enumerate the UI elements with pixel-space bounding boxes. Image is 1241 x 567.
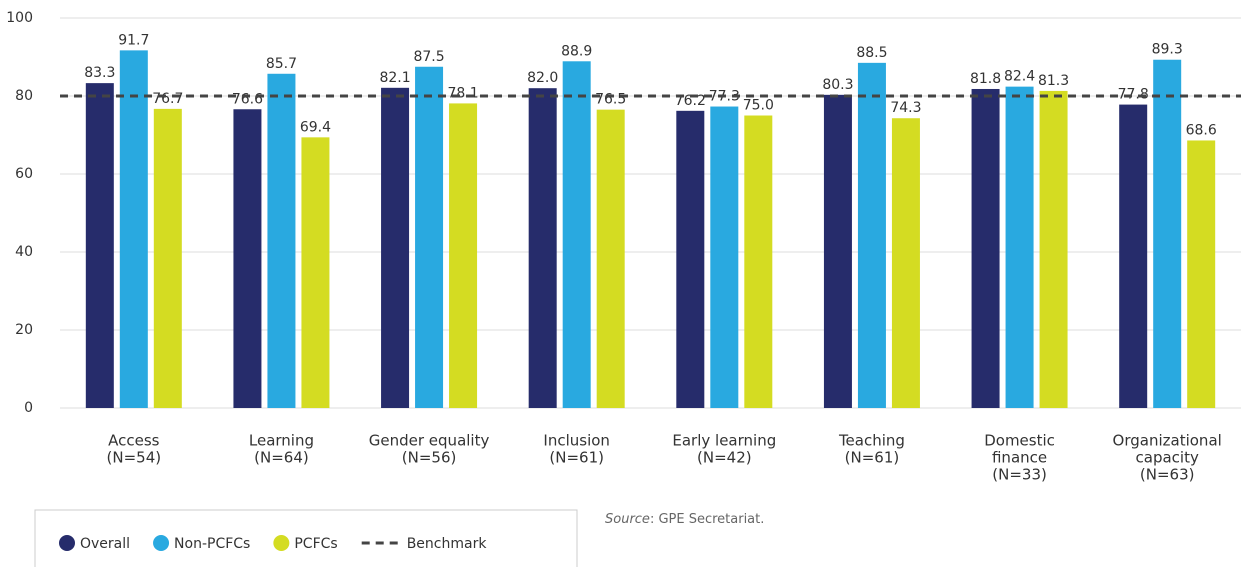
bar [1153, 59, 1182, 408]
x-tick-label: Teaching [838, 432, 905, 450]
bar [710, 106, 739, 408]
bar [676, 110, 705, 408]
value-label: 85.7 [266, 56, 297, 72]
y-tick-label: 60 [15, 166, 33, 182]
x-tick-label: Domestic [984, 432, 1055, 450]
x-tick-label: Gender equality [369, 432, 490, 450]
y-tick-label: 100 [6, 10, 33, 26]
value-label: 89.3 [1152, 42, 1183, 58]
x-tick-label: Inclusion [543, 432, 610, 450]
bar [1119, 104, 1148, 408]
bar [1005, 86, 1034, 408]
legend-label: PCFCs [294, 536, 337, 552]
bar [119, 50, 148, 409]
legend-label: Non-PCFCs [174, 536, 250, 552]
x-tick-label: finance [992, 449, 1047, 467]
value-label: 69.4 [300, 119, 331, 135]
legend-label: Overall [80, 536, 130, 552]
value-label: 68.6 [1186, 122, 1217, 138]
y-tick-label: 20 [15, 322, 33, 338]
value-label: 80.3 [822, 77, 853, 93]
legend-swatch [153, 535, 170, 551]
value-label: 81.8 [970, 71, 1001, 87]
legend-swatch [273, 535, 290, 551]
bar [562, 61, 591, 408]
source-label: Source [605, 512, 650, 527]
legend-swatch [59, 535, 75, 551]
bar [528, 88, 557, 408]
bar [85, 83, 114, 408]
bar [1039, 90, 1068, 409]
value-label: 76.5 [595, 92, 626, 108]
bar [823, 94, 852, 408]
legend-box [34, 509, 578, 567]
x-tick-label: Early learning [672, 432, 776, 450]
x-tick-label: (N=61) [549, 449, 604, 467]
value-label: 76.7 [152, 91, 183, 107]
bar [1187, 140, 1216, 408]
bar [267, 73, 296, 409]
x-tick-label: (N=64) [254, 449, 309, 467]
x-tick-label: (N=33) [992, 466, 1047, 484]
bar [857, 62, 886, 408]
x-tick-label: (N=54) [107, 449, 162, 467]
value-label: 83.3 [84, 65, 115, 81]
bar [301, 137, 330, 408]
bar [415, 66, 444, 408]
bar [153, 108, 182, 409]
bar [233, 109, 262, 408]
bar [596, 109, 625, 409]
value-label: 82.4 [1004, 69, 1035, 85]
bar [381, 87, 410, 408]
bar [891, 118, 920, 408]
value-label: 91.7 [118, 32, 149, 48]
value-label: 77.8 [1118, 87, 1149, 103]
x-tick-label: Access [108, 432, 160, 450]
value-label: 88.9 [561, 43, 592, 59]
bar [449, 103, 478, 408]
value-label: 76.6 [232, 91, 263, 107]
source: Source: GPE Secretariat. [605, 512, 764, 527]
value-label: 81.3 [1038, 73, 1069, 89]
value-label: 74.3 [890, 100, 921, 116]
source-text: : GPE Secretariat. [650, 512, 764, 527]
bar [971, 88, 1000, 408]
x-tick-label: (N=56) [402, 449, 457, 467]
value-label: 82.0 [527, 70, 558, 86]
value-label: 78.1 [447, 85, 478, 101]
x-tick-label: (N=42) [697, 449, 752, 467]
value-label: 75.0 [743, 98, 774, 114]
x-tick-label: capacity [1136, 449, 1199, 467]
x-tick-label: Organizational [1113, 432, 1222, 450]
value-label: 88.5 [856, 45, 887, 61]
x-tick-label: (N=63) [1140, 466, 1195, 484]
legend-label: Benchmark [407, 536, 488, 552]
y-tick-label: 80 [15, 88, 33, 104]
bar [744, 115, 773, 408]
x-tick-label: (N=61) [845, 449, 900, 467]
y-tick-label: 0 [24, 400, 33, 416]
value-label: 82.1 [379, 70, 410, 86]
x-tick-label: Learning [249, 432, 314, 450]
y-tick-label: 40 [15, 244, 33, 260]
value-label: 87.5 [413, 49, 444, 65]
